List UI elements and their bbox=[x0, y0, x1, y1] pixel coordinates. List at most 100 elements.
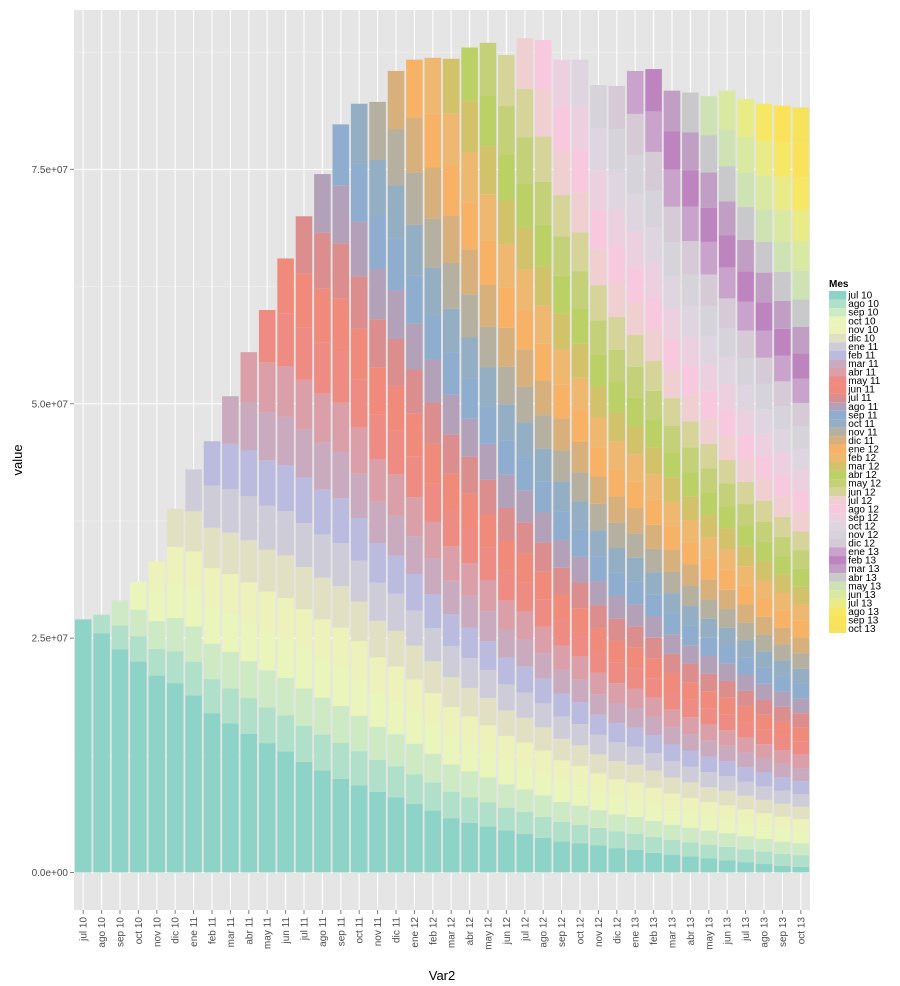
bar-segment bbox=[718, 646, 736, 664]
bar-segment bbox=[718, 745, 736, 762]
bar-segment bbox=[571, 308, 589, 344]
bar-segment bbox=[350, 328, 368, 380]
bar-segment bbox=[387, 129, 405, 186]
bar-segment bbox=[571, 805, 589, 825]
bar-segment bbox=[755, 729, 773, 745]
bar-segment bbox=[498, 684, 515, 711]
bar-segment bbox=[608, 246, 626, 283]
bar-segment bbox=[553, 236, 570, 276]
bar-segment bbox=[774, 381, 791, 407]
legend-key bbox=[829, 479, 847, 488]
bar-segment bbox=[571, 556, 589, 583]
bar-segment bbox=[387, 70, 405, 130]
bar-segment bbox=[332, 498, 350, 544]
bar-segment bbox=[571, 232, 589, 272]
bar-segment bbox=[645, 360, 662, 391]
x-tick-label: may 11 bbox=[263, 917, 274, 949]
bar-segment bbox=[645, 770, 662, 788]
bar-segment bbox=[590, 530, 607, 557]
bar-segment bbox=[387, 766, 405, 798]
bar-segment bbox=[442, 764, 460, 792]
x-tick-label: ene 11 bbox=[189, 917, 200, 947]
bar-segment bbox=[479, 580, 497, 612]
bar-segment bbox=[718, 435, 736, 460]
bar-segment bbox=[424, 661, 442, 694]
bar-segment bbox=[737, 767, 754, 782]
bar-segment bbox=[461, 687, 478, 717]
bar-segment bbox=[682, 241, 699, 275]
bar-segment bbox=[608, 412, 626, 442]
bar-segment bbox=[682, 750, 699, 767]
bar-segment bbox=[774, 610, 791, 628]
bar-segment bbox=[663, 549, 681, 572]
bar-segment bbox=[626, 335, 644, 367]
bar-segment bbox=[590, 354, 607, 387]
bar-segment bbox=[571, 343, 589, 378]
bar-segment bbox=[608, 595, 626, 619]
bar-segment bbox=[369, 759, 386, 792]
bar-segment bbox=[332, 243, 350, 299]
bar-segment bbox=[755, 651, 773, 668]
x-tick-label: oct 12 bbox=[576, 917, 587, 945]
bar-segment bbox=[314, 697, 331, 735]
bar-segment bbox=[203, 679, 221, 714]
bar-segment bbox=[663, 452, 681, 478]
bar-segment bbox=[442, 707, 460, 737]
bar-segment bbox=[553, 511, 570, 540]
bar bbox=[295, 216, 313, 873]
bar-segment bbox=[424, 359, 442, 403]
bar-segment bbox=[534, 481, 552, 513]
bar-segment bbox=[700, 468, 718, 493]
bar-segment bbox=[406, 497, 423, 537]
bar-segment bbox=[755, 561, 773, 581]
bar-segment bbox=[755, 744, 773, 759]
bar-segment bbox=[553, 384, 570, 419]
legend-key bbox=[829, 564, 847, 574]
bar-segment bbox=[553, 669, 570, 694]
legend-key bbox=[829, 538, 847, 548]
bar-segment bbox=[406, 172, 423, 225]
bar-segment bbox=[682, 797, 699, 813]
bar-segment bbox=[258, 707, 276, 744]
bar-segment bbox=[571, 724, 589, 746]
bar-segment bbox=[682, 394, 699, 422]
x-tick-label: jul 11 bbox=[300, 917, 311, 942]
bar-segment bbox=[258, 670, 276, 708]
bar-segment bbox=[498, 807, 515, 831]
bar bbox=[479, 42, 497, 873]
bar-segment bbox=[774, 627, 791, 645]
bar-segment bbox=[295, 216, 313, 274]
bar bbox=[387, 70, 405, 873]
bar bbox=[314, 174, 331, 873]
bar-segment bbox=[718, 805, 736, 820]
bar-segment bbox=[792, 378, 810, 403]
bar-segment bbox=[700, 708, 718, 725]
bar-segment bbox=[663, 634, 681, 654]
bar-segment bbox=[461, 101, 478, 153]
bar-segment bbox=[718, 298, 736, 329]
bar-segment bbox=[93, 614, 110, 634]
bar-segment bbox=[258, 505, 276, 550]
y-tick-label: 5.0e+07 bbox=[32, 399, 69, 410]
x-tick-label: abr 13 bbox=[686, 917, 697, 946]
bar-segment bbox=[222, 651, 239, 689]
bar-segment bbox=[571, 632, 589, 657]
bar-segment bbox=[626, 113, 644, 155]
bar-segment bbox=[442, 580, 460, 615]
x-tick-label: nov 12 bbox=[594, 917, 605, 947]
bar-segment bbox=[682, 520, 699, 543]
bar-segment bbox=[645, 572, 662, 595]
bar-segment bbox=[700, 443, 718, 469]
bar bbox=[222, 396, 239, 873]
bar-segment bbox=[516, 692, 534, 718]
legend-key bbox=[829, 513, 847, 522]
x-tick-label: dic 12 bbox=[612, 917, 623, 944]
bar-segment bbox=[350, 221, 368, 277]
bar-segment bbox=[700, 673, 718, 692]
legend-label: abr 11 bbox=[848, 368, 876, 379]
bar-segment bbox=[534, 816, 552, 838]
bar-segment bbox=[498, 327, 515, 367]
bar-segment bbox=[314, 577, 331, 620]
bar-segment bbox=[645, 787, 662, 805]
bar-segment bbox=[774, 790, 791, 804]
